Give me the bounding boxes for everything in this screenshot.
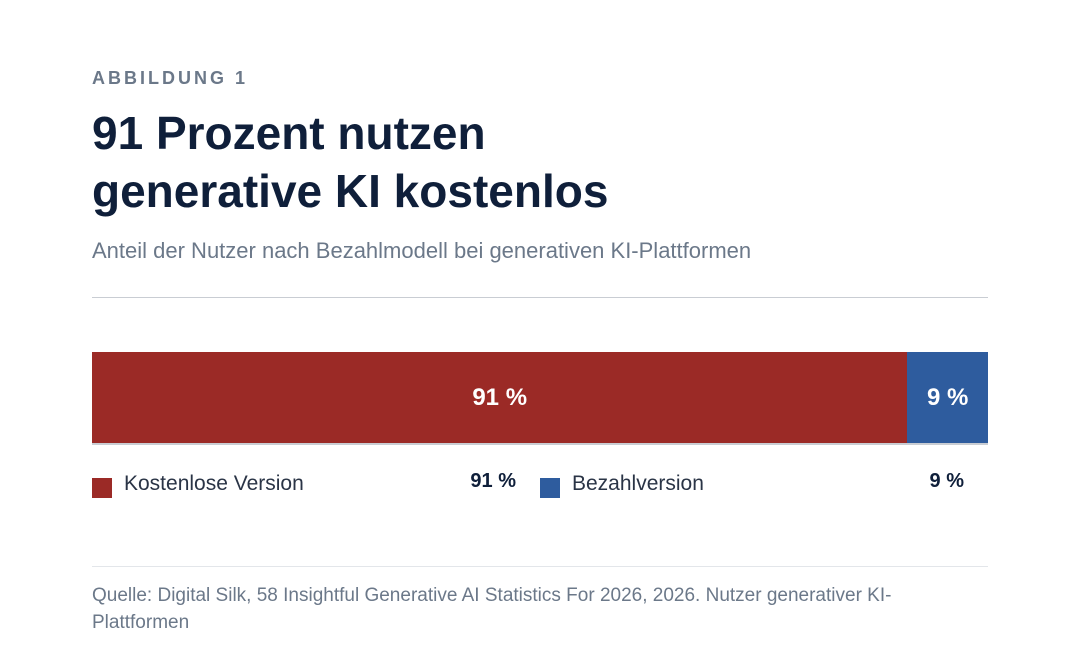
- stacked-bar: 91 % 9 %: [92, 352, 988, 443]
- figure: ABBILDUNG 1 91 Prozent nutzen generative…: [92, 0, 988, 670]
- legend-label: Bezahlversion: [572, 472, 704, 495]
- legend-label: Kostenlose Version: [124, 472, 304, 495]
- chart-title: 91 Prozent nutzen generative KI kostenlo…: [92, 104, 988, 220]
- chart-title-line-2: generative KI kostenlos: [92, 165, 609, 217]
- header-divider: [92, 297, 988, 298]
- footer-divider: [92, 566, 988, 567]
- bar-segment-1: 91 %: [92, 352, 908, 443]
- chart-subtitle: Anteil der Nutzer nach Bezahlmodell bei …: [92, 238, 752, 263]
- legend-swatch: [92, 478, 112, 498]
- bar-segment-2: 9 %: [907, 352, 988, 443]
- bar-baseline: [92, 443, 988, 445]
- figure-eyebrow: ABBILDUNG 1: [92, 68, 249, 88]
- legend-value-2: 9 %: [929, 470, 964, 492]
- bar-segment-label-2: 9 %: [926, 383, 969, 411]
- legend-swatch: [540, 478, 560, 498]
- legend-value-1: 91 %: [470, 470, 516, 492]
- source-note: Quelle: Digital Silk, 58 Insightful Gene…: [92, 585, 892, 633]
- chart-title-line-1: 91 Prozent nutzen: [92, 107, 486, 159]
- legend-item-2: Bezahlversion: [540, 466, 704, 502]
- legend: Kostenlose Version 91 % Bezahlversion 9 %: [92, 466, 988, 506]
- legend-item-1: Kostenlose Version: [92, 466, 304, 502]
- bar-segment-label-1: 91 %: [472, 383, 528, 411]
